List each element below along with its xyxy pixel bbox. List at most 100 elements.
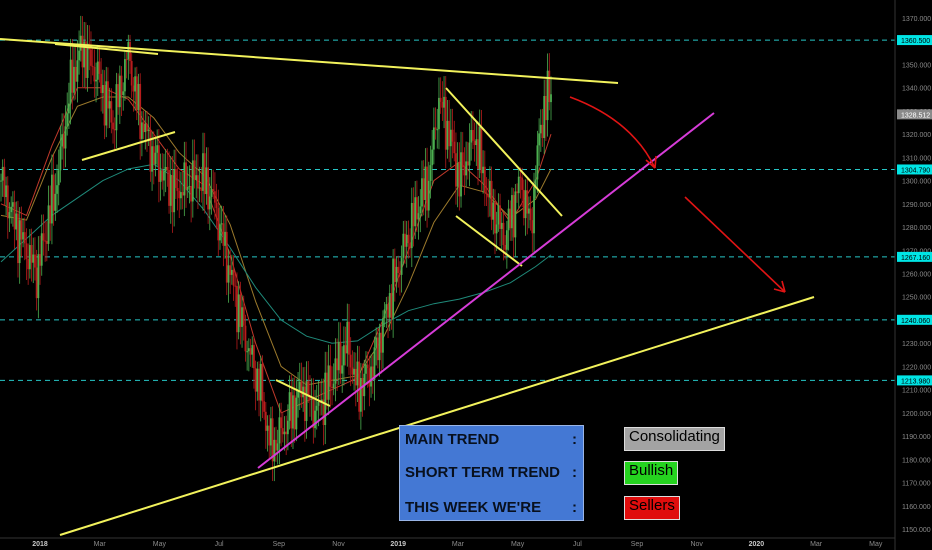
candle-body [91, 65, 94, 67]
candle [393, 248, 396, 302]
candle [536, 130, 539, 193]
candle-body [263, 401, 266, 412]
candle [419, 189, 422, 233]
candle [0, 173, 2, 202]
last-price-badge-label: 1328.512 [901, 112, 930, 119]
candle-body [545, 96, 547, 121]
candle-body [390, 293, 393, 318]
candle-body [117, 84, 120, 108]
candle [149, 115, 152, 182]
candle [278, 403, 281, 465]
candle [32, 237, 35, 284]
candle [514, 183, 517, 257]
candle [410, 187, 413, 268]
candle-body [507, 208, 510, 231]
candle-body [140, 122, 143, 139]
candle-body [202, 153, 204, 191]
candle-body [23, 232, 26, 244]
candle-body [273, 439, 276, 462]
candle-body [461, 152, 464, 168]
candle-body [229, 265, 232, 275]
candle-body [443, 96, 445, 108]
candle [538, 118, 541, 166]
candle-body [103, 85, 106, 126]
price-tick-label-4: 1190.000 [902, 434, 931, 441]
candle [341, 346, 344, 393]
candle [49, 185, 52, 241]
candle-body [385, 304, 388, 310]
candle [23, 217, 26, 261]
candle-body [331, 386, 333, 389]
candle-body [246, 351, 249, 353]
candle [195, 154, 198, 199]
candle-body [212, 189, 215, 192]
candle [200, 166, 203, 203]
candle-body [135, 76, 138, 111]
candle-body [178, 190, 181, 199]
price-tick-label-1: 1160.000 [902, 504, 931, 511]
candle [351, 350, 354, 384]
candle-body [441, 101, 444, 108]
candle-body [161, 170, 164, 181]
time-tick-label-7: Mar [452, 541, 465, 548]
candle-body [256, 368, 259, 392]
candle-body [237, 294, 240, 333]
candle [227, 249, 230, 303]
candle-body [203, 153, 206, 195]
candle [397, 255, 400, 288]
candle-body [253, 345, 255, 369]
candle-body [30, 245, 33, 263]
candle [432, 107, 435, 165]
candle-body [73, 66, 75, 93]
candle-body [499, 205, 501, 229]
candle [156, 129, 159, 166]
candle [166, 148, 169, 187]
candle-body [288, 392, 291, 421]
candle-body [139, 83, 142, 139]
candle-body [516, 191, 518, 194]
price-tick-label-13: 1280.000 [902, 225, 931, 232]
candle [512, 188, 515, 258]
candle-body [483, 166, 486, 193]
candle-body [276, 443, 279, 451]
candle [27, 243, 30, 285]
candle [324, 351, 327, 445]
candle [453, 120, 456, 162]
candle-body [156, 145, 159, 153]
candle [473, 122, 476, 162]
uptrend-support-line [257, 112, 715, 469]
candle [90, 31, 92, 85]
candle-body [281, 428, 284, 435]
candle-body [207, 167, 209, 210]
candle-body [8, 212, 11, 219]
candle [434, 107, 437, 140]
candle [305, 361, 308, 439]
candle [68, 82, 70, 130]
candle [505, 220, 508, 269]
candle [164, 149, 167, 193]
candle [259, 355, 262, 422]
candle-body [310, 398, 313, 400]
candle-body [11, 202, 14, 207]
candle-body [52, 174, 55, 211]
candle [443, 76, 445, 129]
candle [181, 171, 184, 210]
candle-body [39, 254, 41, 266]
candle-body [17, 213, 19, 264]
price-tick-label-14: 1290.000 [902, 202, 931, 209]
candle [241, 295, 243, 348]
candle [239, 281, 242, 345]
candle-body [22, 232, 24, 240]
candle-body [236, 286, 238, 333]
candle-body [76, 60, 79, 82]
candle [11, 191, 14, 227]
candle-body [183, 162, 186, 196]
candle-body [176, 187, 179, 191]
candle-body [81, 35, 84, 68]
price-tick-label-11: 1260.000 [902, 272, 931, 279]
candle [253, 336, 255, 389]
candle-body [259, 363, 262, 401]
candle-body [495, 224, 498, 234]
candle [17, 200, 19, 278]
candle [52, 154, 55, 226]
